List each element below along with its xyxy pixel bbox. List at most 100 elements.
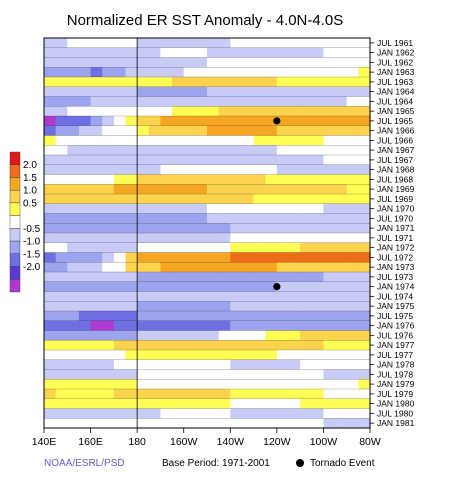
heatmap-cell	[253, 145, 266, 156]
heatmap-cell	[55, 125, 68, 137]
heatmap-cell	[230, 145, 243, 156]
heatmap-cell	[358, 164, 371, 176]
heatmap-cell	[207, 379, 220, 390]
heatmap-cell	[265, 125, 278, 137]
heatmap-cell	[253, 233, 266, 244]
heatmap-cell	[183, 116, 196, 127]
heatmap-cell	[148, 281, 162, 293]
heatmap-cell	[265, 106, 278, 117]
heatmap-cell	[207, 320, 220, 332]
heatmap-cell	[172, 57, 185, 68]
heatmap-cell	[183, 47, 196, 59]
heatmap-cell	[160, 135, 173, 146]
heatmap-cell	[253, 125, 266, 137]
heatmap-cell	[90, 311, 103, 322]
heatmap-cell	[195, 116, 208, 127]
heatmap-cell	[195, 242, 208, 254]
heatmap-cell	[67, 116, 80, 127]
y-tick-label: JUL 1971	[377, 233, 413, 243]
heatmap-cell	[253, 57, 266, 68]
heatmap-cell	[207, 174, 220, 185]
heatmap-cell	[102, 86, 115, 98]
heatmap-cell	[125, 96, 138, 107]
heatmap-cell	[137, 223, 150, 234]
heatmap-cell	[172, 281, 185, 293]
heatmap-cell	[218, 86, 231, 98]
heatmap-cell	[137, 47, 150, 59]
heatmap-cell	[241, 350, 255, 361]
heatmap-cell	[55, 47, 68, 59]
heatmap-cell	[113, 77, 127, 88]
heatmap-cell	[137, 77, 150, 88]
heatmap-cell	[90, 398, 103, 410]
heatmap-cell	[230, 106, 243, 117]
heatmap-cell	[90, 213, 103, 224]
heatmap-cell	[113, 252, 127, 263]
heatmap-cell	[323, 145, 336, 156]
heatmap-cell	[300, 213, 313, 224]
heatmap-cell	[241, 96, 255, 107]
plot-frame	[43, 37, 371, 429]
heatmap-cell	[137, 125, 150, 137]
heatmap-cell	[207, 47, 220, 59]
heatmap-cell	[218, 359, 231, 371]
heatmap-cell	[183, 57, 196, 68]
heatmap-cell	[125, 67, 138, 78]
heatmap-cell	[195, 57, 208, 68]
heatmap-cell	[67, 408, 80, 419]
heatmap-cell	[113, 389, 127, 400]
heatmap-cell	[78, 135, 92, 146]
heatmap-cell	[300, 359, 313, 371]
heatmap-cell	[125, 194, 138, 205]
heatmap-cell	[113, 223, 127, 234]
heatmap-cell	[102, 301, 115, 312]
heatmap-cell	[207, 291, 220, 302]
heatmap-cell	[265, 272, 278, 283]
heatmap-cell	[253, 320, 266, 332]
heatmap-cell	[311, 379, 325, 390]
heatmap-cell	[288, 330, 301, 341]
heatmap-cell	[241, 330, 255, 341]
heatmap-cell	[113, 311, 127, 322]
heatmap-cell	[253, 398, 266, 410]
heatmap-cell	[125, 164, 138, 176]
heatmap-cell	[67, 359, 80, 371]
heatmap-cell	[102, 359, 115, 371]
heatmap-cell	[137, 86, 150, 98]
heatmap-cell	[276, 311, 290, 322]
heatmap-cell	[113, 213, 127, 224]
heatmap-cell	[90, 291, 103, 302]
heatmap-cell	[346, 145, 359, 156]
heatmap-cell	[265, 203, 278, 215]
heatmap-cell	[253, 369, 266, 380]
heatmap-cell	[172, 233, 185, 244]
heatmap-cell	[288, 340, 301, 351]
heatmap-cell	[195, 194, 208, 205]
heatmap-cell	[311, 106, 325, 117]
colorbar-swatch	[9, 202, 21, 216]
heatmap-cell	[55, 281, 68, 293]
y-tick-label: JUL 1977	[377, 350, 413, 360]
heatmap-cell	[265, 291, 278, 302]
heatmap-cell	[241, 281, 255, 293]
heatmap-cell	[78, 379, 92, 390]
heatmap-cell	[265, 311, 278, 322]
heatmap-cell	[90, 174, 103, 185]
legend-label: Tornado Event	[310, 458, 375, 469]
heatmap-cell	[358, 233, 371, 244]
heatmap-cell	[125, 291, 138, 302]
heatmap-cell	[160, 86, 173, 98]
heatmap-cell	[276, 340, 290, 351]
heatmap-cell	[265, 223, 278, 234]
heatmap-cell	[335, 340, 348, 351]
heatmap-cell	[230, 350, 243, 361]
heatmap-cell	[207, 213, 220, 224]
heatmap-cell	[90, 223, 103, 234]
heatmap-cell	[323, 320, 336, 332]
heatmap-cell	[183, 340, 196, 351]
x-tick-label: 140E	[32, 436, 57, 448]
heatmap-cell	[44, 116, 57, 127]
heatmap-cell	[183, 262, 196, 273]
heatmap-cell	[113, 379, 127, 390]
heatmap-cell	[207, 262, 220, 273]
